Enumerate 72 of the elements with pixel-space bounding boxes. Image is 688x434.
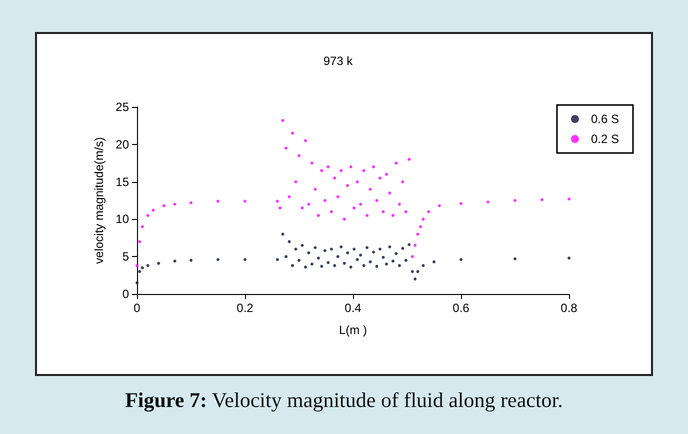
chart-title: 973 k <box>323 54 354 68</box>
point <box>410 270 414 274</box>
y-axis-title: velocity magnitude(m/s) <box>92 137 106 264</box>
point <box>281 232 284 236</box>
point <box>336 255 340 258</box>
point <box>326 261 330 264</box>
caption: Figure 7: Velocity magnitude of fluid along reactor. <box>124 388 564 413</box>
y-tick-label: 20 <box>116 137 130 152</box>
point <box>333 264 336 268</box>
point <box>284 255 288 258</box>
point <box>157 262 160 265</box>
point <box>298 258 300 262</box>
point <box>346 251 350 254</box>
point <box>362 264 366 268</box>
point <box>323 249 326 252</box>
x-tick-label: 0.8 <box>560 301 578 315</box>
point <box>378 248 382 251</box>
y-tick-label: 5 <box>122 250 130 264</box>
point <box>359 254 362 257</box>
point <box>401 246 404 250</box>
point <box>307 251 310 254</box>
point <box>366 246 369 250</box>
point <box>568 256 570 260</box>
point <box>190 258 192 262</box>
point <box>310 262 314 266</box>
point <box>291 264 294 268</box>
point <box>391 260 394 263</box>
point <box>300 244 304 247</box>
x-tick-label: 0.2 <box>236 301 254 315</box>
point <box>316 256 320 260</box>
point <box>372 250 376 254</box>
point <box>394 252 398 256</box>
point <box>432 260 436 264</box>
y-tick-label: 10 <box>116 212 130 226</box>
point <box>138 270 142 274</box>
y-tick-label: 25 <box>116 100 130 114</box>
point <box>330 248 333 251</box>
point <box>304 266 307 269</box>
point <box>136 281 138 284</box>
point <box>320 264 324 268</box>
point <box>173 260 176 263</box>
x-tick-label: 0.4 <box>344 301 362 315</box>
point <box>416 270 420 274</box>
y-tick-label: 15 <box>116 174 130 189</box>
point <box>340 245 343 248</box>
point <box>388 245 392 248</box>
point <box>314 246 317 250</box>
point <box>514 257 516 260</box>
point <box>460 258 462 262</box>
point <box>422 264 425 268</box>
point <box>384 262 388 266</box>
point <box>414 278 417 281</box>
point <box>294 248 298 251</box>
x-tick-label: 0.6 <box>452 301 470 315</box>
point <box>356 258 359 262</box>
point <box>146 264 150 268</box>
point <box>342 262 346 265</box>
point <box>140 266 144 270</box>
x-tick-label: 0 <box>134 301 141 315</box>
point <box>276 258 279 262</box>
point <box>349 266 352 269</box>
point <box>288 240 291 244</box>
point <box>244 258 246 262</box>
point <box>216 258 220 262</box>
x-axis-title: L(m ) <box>339 323 367 337</box>
point <box>352 248 356 251</box>
point <box>398 264 401 268</box>
legend-label: 0.2 S <box>590 132 620 146</box>
legend-label: 0.6 S <box>590 112 620 126</box>
point <box>404 258 408 262</box>
point <box>408 243 411 246</box>
y-tick-label: 0 <box>122 287 130 301</box>
